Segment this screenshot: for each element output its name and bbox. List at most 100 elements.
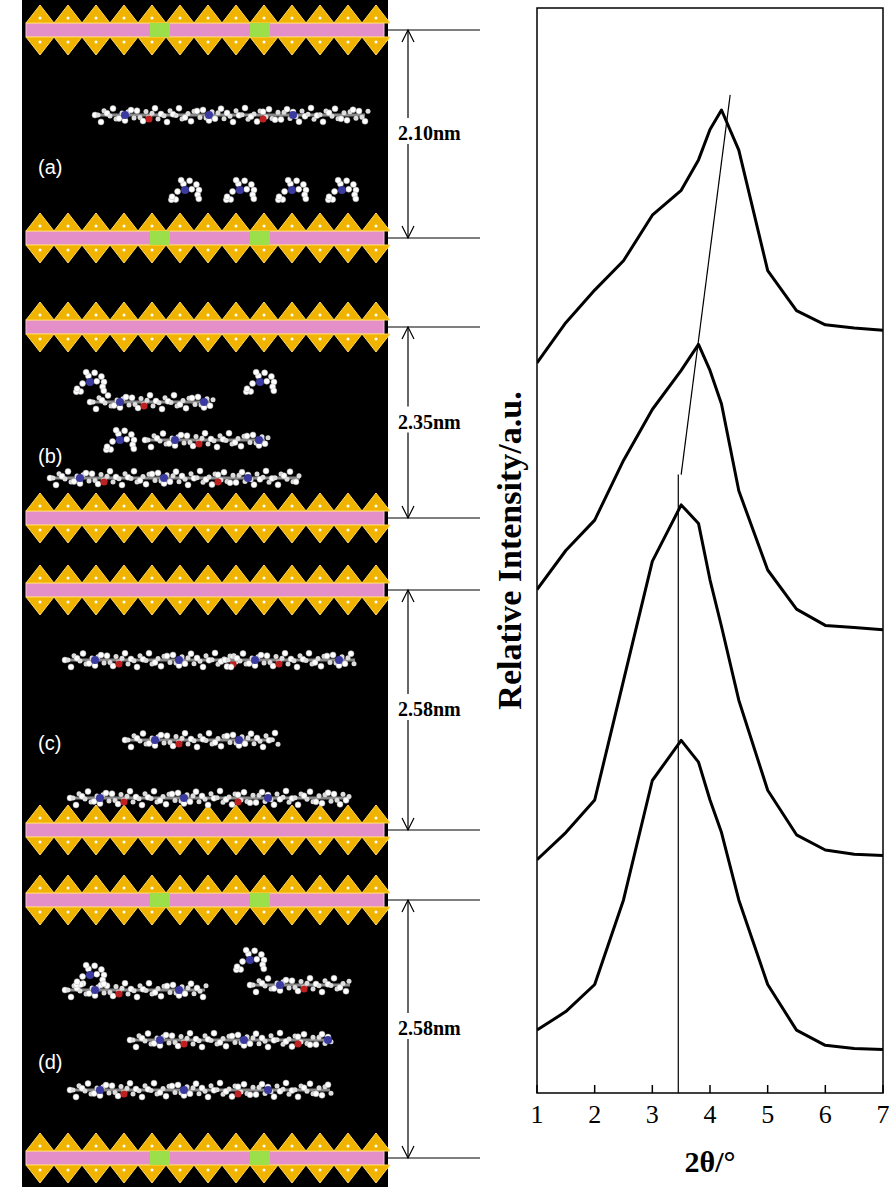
- atom: [150, 111, 155, 116]
- atom: [171, 392, 177, 398]
- atom: [253, 1031, 259, 1037]
- atom: [139, 1094, 145, 1100]
- tetrahedron: [222, 493, 250, 511]
- atom: [128, 107, 134, 113]
- atom: [347, 794, 352, 799]
- tetrahedron: [138, 37, 166, 55]
- atom: [176, 105, 182, 111]
- molecule: [92, 105, 371, 125]
- atom: [330, 114, 335, 119]
- atom: [231, 473, 236, 478]
- atom: [189, 186, 195, 192]
- atom: [161, 794, 166, 799]
- octahedral-sheet: [26, 320, 384, 334]
- atom: [207, 601, 210, 604]
- atom: [83, 369, 89, 375]
- atom: [123, 314, 126, 317]
- atom: [313, 799, 319, 805]
- atom: [291, 911, 294, 914]
- atom: [275, 1084, 280, 1089]
- atom: [160, 431, 166, 437]
- atom: [123, 505, 126, 508]
- atom: [95, 505, 98, 508]
- atom: [182, 730, 188, 736]
- tetrahedron: [306, 245, 334, 263]
- atom: [173, 469, 179, 475]
- atom: [203, 797, 208, 802]
- atom: [224, 194, 230, 200]
- atom: [151, 1145, 154, 1148]
- atom: [198, 115, 203, 120]
- atom: [194, 744, 200, 750]
- tetrahedron: [250, 493, 278, 511]
- atom: [196, 196, 202, 202]
- atom: [133, 1044, 139, 1050]
- atom: [116, 398, 124, 406]
- substituted-site: [250, 1151, 270, 1165]
- tetrahedron: [362, 565, 390, 583]
- tetrahedron: [334, 302, 362, 320]
- tetrahedron: [82, 1165, 110, 1183]
- tetrahedron: [110, 805, 138, 823]
- atom: [271, 388, 277, 394]
- atom: [306, 650, 312, 656]
- atom: [123, 601, 126, 604]
- atom: [67, 529, 70, 532]
- arrow-head: [402, 818, 414, 830]
- atom: [347, 249, 350, 252]
- atom: [207, 911, 210, 914]
- atom: [319, 41, 322, 44]
- atom: [39, 225, 42, 228]
- tetrahedron: [138, 1165, 166, 1183]
- atom: [126, 738, 131, 743]
- atom: [207, 338, 210, 341]
- atom: [275, 792, 280, 797]
- atom: [180, 1086, 188, 1094]
- molecule: [62, 980, 209, 1000]
- x-tick: [709, 1085, 711, 1093]
- atom: [240, 1036, 248, 1044]
- molecule: [73, 369, 107, 395]
- atom: [179, 225, 182, 228]
- atom: [319, 314, 322, 317]
- atom: [168, 990, 173, 995]
- atom: [123, 887, 126, 890]
- atom: [101, 388, 107, 394]
- tetrahedron: [222, 837, 250, 855]
- atom: [173, 1090, 178, 1095]
- atom: [200, 398, 208, 406]
- atom: [246, 660, 252, 666]
- atom: [241, 789, 247, 795]
- tetrahedron: [82, 597, 110, 615]
- atom: [67, 225, 70, 228]
- tetrahedron: [194, 493, 222, 511]
- atom: [67, 338, 70, 341]
- atom: [179, 529, 182, 532]
- atom: [192, 738, 197, 743]
- atom: [291, 841, 294, 844]
- tetrahedron: [166, 875, 194, 893]
- atom: [114, 984, 119, 989]
- atom: [263, 817, 266, 820]
- atom: [194, 434, 199, 439]
- atom: [186, 742, 191, 747]
- tetrahedron: [334, 525, 362, 543]
- atom: [101, 479, 108, 486]
- atom: [347, 17, 350, 20]
- atom: [179, 338, 182, 341]
- atom: [123, 41, 126, 44]
- tetrahedron: [138, 245, 166, 263]
- atom: [233, 177, 239, 183]
- tetrahedron: [138, 302, 166, 320]
- atom: [138, 739, 143, 744]
- atom: [132, 988, 137, 993]
- atom: [375, 911, 378, 914]
- atom: [342, 110, 347, 115]
- tetrahedron: [110, 837, 138, 855]
- atom: [120, 656, 125, 661]
- atom: [94, 378, 100, 384]
- tetrahedron: [138, 334, 166, 352]
- tetrahedron: [110, 565, 138, 583]
- atom: [295, 988, 301, 994]
- atom: [305, 797, 310, 802]
